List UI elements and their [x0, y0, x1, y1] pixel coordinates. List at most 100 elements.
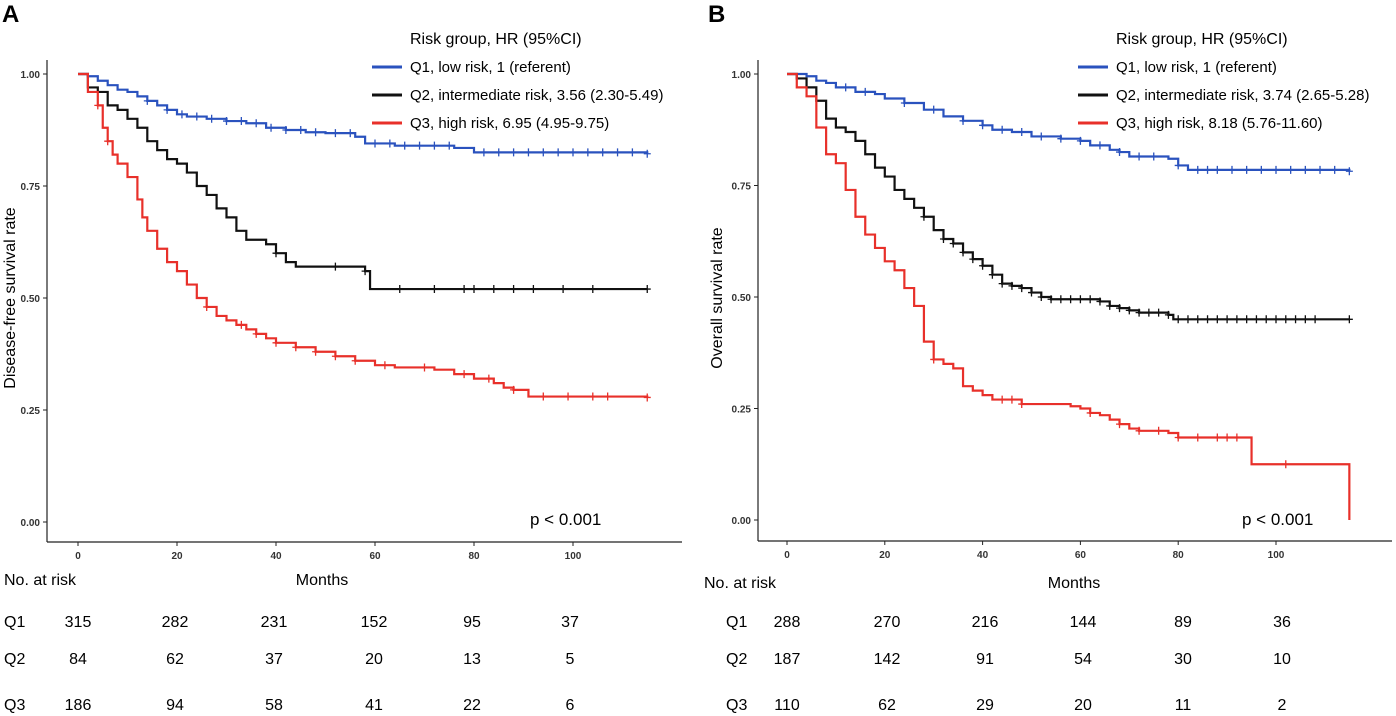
panel-a-series-3-censor-mark: [643, 393, 651, 402]
panel-b-series-2-censor-mark: [979, 261, 987, 270]
panel-b-series-2-censor-mark: [1164, 310, 1172, 319]
panel-a-series-1-censor-mark: [267, 123, 275, 132]
panel-b-risk-cell: 2: [1278, 697, 1287, 714]
panel-b-series-2-censor-mark: [949, 239, 957, 248]
panel-b-series-2-censor-mark: [1204, 315, 1212, 324]
panel-b-series-2-curve: [787, 72, 1350, 321]
panel-a-series-1-censor-mark: [371, 139, 379, 148]
panel-a-x-tick-label: 80: [468, 551, 480, 562]
panel-a-series-1-censor-mark: [495, 148, 503, 157]
panel-a-series-2-censor-mark: [430, 285, 438, 294]
panel-a-series-1-censor-mark: [178, 110, 186, 119]
panel-a-risk-cell: 58: [265, 697, 283, 714]
panel-b-risk-row-label: Q1: [726, 614, 747, 631]
panel-b-series-2-censor-mark: [1272, 315, 1280, 324]
panel-b-series-1-censor-mark: [959, 116, 967, 125]
panel-b-series-1-censor-mark: [1213, 165, 1221, 174]
panel-b-y-axis-title: Overall survival rate: [709, 227, 726, 368]
panel-b-label: B: [708, 1, 725, 28]
panel-b-series-1-censor-mark: [1096, 141, 1104, 150]
panel-a-legend-entry-2: Q2, intermediate risk, 3.56 (2.30-5.49): [410, 87, 663, 104]
panel-b-series-2-censor-mark: [1194, 315, 1202, 324]
panel-b-series-2-censor-mark: [1155, 308, 1163, 317]
panel-a-series-3-censor-mark: [564, 392, 572, 401]
panel-a-p-value: p < 0.001: [530, 510, 601, 529]
panel-b-y-tick-label: 0.50: [732, 293, 752, 304]
panel-b-series-1-censor-mark: [1287, 165, 1295, 174]
panel-a-series-3-censor-mark: [460, 370, 468, 379]
panel-a-risk-row-label: Q1: [4, 614, 25, 631]
panel-a-series-1-censor-mark: [569, 148, 577, 157]
panel-b-series-2-censor-mark: [1125, 306, 1133, 315]
panel-b-series-1-censor-mark: [1018, 127, 1026, 136]
panel-a-series-1-censor-mark: [346, 129, 354, 138]
panel-b-series-3-censor-mark: [1018, 400, 1026, 409]
panel-a-series-3-censor-mark: [272, 338, 280, 347]
panel-b-series-2-censor-mark: [988, 270, 996, 279]
panel-a-series-1-censor-mark: [628, 148, 636, 157]
panel-b-series-2-censor-mark: [1086, 295, 1094, 304]
panel-b-series-1-censor-mark: [979, 121, 987, 130]
panel-b-series-2-censor-mark: [1292, 315, 1300, 324]
panel-b-legend-entry-2: Q2, intermediate risk, 3.74 (2.65-5.28): [1116, 87, 1369, 104]
panel-b-x-tick-label: 40: [977, 550, 989, 561]
panel-a-series-1-censor-mark: [252, 119, 260, 128]
panel-a-series-3-censor-mark: [237, 320, 245, 329]
panel-b-series-2-censor-mark: [1301, 315, 1309, 324]
panel-b-risk-cell: 187: [774, 651, 801, 668]
panel-b-y-tick-label: 0.25: [732, 405, 752, 416]
panel-a-series-2-censor-mark: [643, 285, 651, 294]
panel-b-series-2-censor-mark: [969, 255, 977, 264]
panel-b-risk-cell: 20: [1074, 697, 1092, 714]
panel-b-series-2-censor-mark: [1047, 295, 1055, 304]
panel-a-series-3-censor-mark: [381, 361, 389, 370]
panel-a-series-1-censor-mark: [599, 148, 607, 157]
panel-a-series-1-censor-mark: [312, 128, 320, 137]
panel-a-series-1-censor-mark: [401, 141, 409, 150]
panel-a-series-1-censor-mark: [143, 96, 151, 105]
panel-b-series-1-censor-mark: [1150, 152, 1158, 161]
panel-a-series-2-censor-mark: [396, 285, 404, 294]
panel-b-series-2-censor-mark: [998, 279, 1006, 288]
panel-a-series-1-censor-mark: [297, 126, 305, 134]
panel-a-series-3-censor-mark: [94, 101, 102, 110]
panel-b-series-1-censor-mark: [842, 83, 850, 92]
panel-a-y-tick-label: 0.25: [21, 406, 41, 417]
panel-b-series-2-censor-mark: [1145, 308, 1153, 317]
panel-a-x-axis-title: Months: [296, 572, 348, 589]
panel-b-series-2-censor-mark: [920, 212, 928, 221]
panel-a-series-1-censor-mark: [445, 141, 453, 150]
panel-b-legend-entry-1: Q1, low risk, 1 (referent): [1116, 59, 1277, 76]
panel-b-x-tick-label: 60: [1075, 550, 1087, 561]
panel-b-series-1-censor-mark: [1116, 148, 1124, 157]
panel-a-series-3-censor-mark: [539, 392, 547, 401]
panel-a-series-3-censor-mark: [203, 302, 211, 311]
panel-a-series-2-censor-mark: [460, 285, 468, 294]
panel-b-series-2-censor-mark: [1067, 295, 1075, 304]
panel-b-series-2-censor-mark: [1106, 301, 1114, 310]
panel-b-risk-cell: 110: [774, 697, 800, 714]
panel-a-series-1-censor-mark: [539, 148, 547, 157]
panel-b-series-1-censor-mark: [1204, 165, 1212, 174]
panel-a-risk-cell: 231: [261, 614, 288, 631]
panel-b-series-3-censor-mark: [1116, 420, 1124, 429]
panel-b-series-1-censor-mark: [1174, 161, 1182, 170]
panel-b-x-tick-label: 80: [1173, 550, 1185, 561]
panel-b-series-1-censor-mark: [1301, 165, 1309, 174]
panel-b-risk-cell: 11: [1175, 697, 1192, 714]
panel-a-series-3-censor-mark: [421, 363, 428, 372]
panel-b-risk-cell: 54: [1074, 651, 1092, 668]
panel-a-series-1-censor-mark: [416, 141, 424, 150]
panel-a-series-3-censor-mark: [252, 329, 260, 338]
panel-b-series-3-censor-mark: [1086, 408, 1094, 417]
panel-b-series-1-censor-mark: [1076, 136, 1084, 145]
panel-b-risk-cell: 89: [1174, 614, 1192, 631]
panel-a-series-3-censor-mark: [292, 343, 300, 352]
panel-a-series-2-curve: [78, 72, 648, 291]
panel-a-series-3-censor-mark: [351, 356, 359, 365]
panel-b-series-2-censor-mark: [1057, 295, 1065, 304]
panel-b-series-1-censor-mark: [1272, 165, 1280, 174]
panel-b-x-tick-label: 20: [879, 550, 891, 561]
panel-b-series-3-censor-mark: [1174, 433, 1182, 442]
